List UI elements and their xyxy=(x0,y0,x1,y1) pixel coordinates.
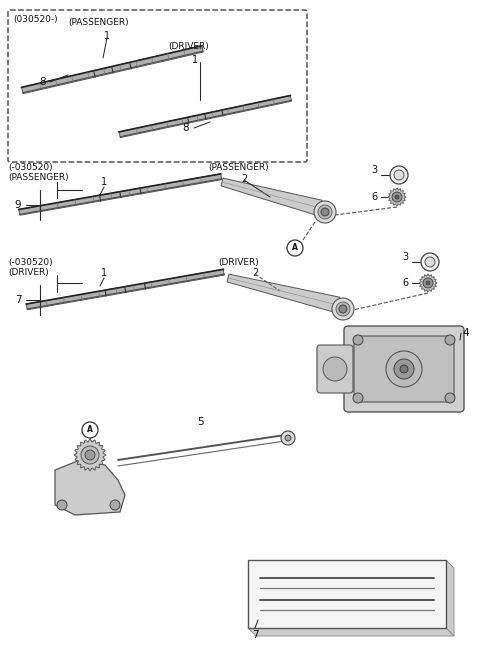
Text: 1: 1 xyxy=(192,55,198,65)
Circle shape xyxy=(421,253,439,271)
Text: 1: 1 xyxy=(101,177,107,187)
Circle shape xyxy=(332,298,354,320)
Circle shape xyxy=(400,365,408,373)
FancyBboxPatch shape xyxy=(317,345,353,393)
Polygon shape xyxy=(119,96,291,138)
Text: (030520-): (030520-) xyxy=(13,15,58,24)
Polygon shape xyxy=(19,174,222,215)
Circle shape xyxy=(318,205,332,219)
Circle shape xyxy=(336,302,350,316)
Circle shape xyxy=(81,446,99,464)
Text: 1: 1 xyxy=(104,31,110,41)
Text: A: A xyxy=(292,243,298,253)
Text: 9: 9 xyxy=(15,200,21,210)
Circle shape xyxy=(323,357,347,381)
Circle shape xyxy=(445,335,455,345)
FancyBboxPatch shape xyxy=(8,10,307,162)
Polygon shape xyxy=(446,560,454,636)
Polygon shape xyxy=(22,46,203,94)
Circle shape xyxy=(57,500,67,510)
Circle shape xyxy=(423,278,433,288)
Circle shape xyxy=(287,240,303,256)
Polygon shape xyxy=(26,270,224,310)
Circle shape xyxy=(395,195,399,199)
Polygon shape xyxy=(55,460,125,515)
Text: 1: 1 xyxy=(101,268,107,278)
Text: 2: 2 xyxy=(241,174,247,184)
Text: 4: 4 xyxy=(462,328,468,338)
Text: 6: 6 xyxy=(371,192,377,202)
Polygon shape xyxy=(227,274,340,313)
Circle shape xyxy=(339,305,347,313)
Text: (PASSENGER): (PASSENGER) xyxy=(8,173,69,182)
Text: (-030520): (-030520) xyxy=(8,163,53,172)
FancyBboxPatch shape xyxy=(354,336,454,402)
Circle shape xyxy=(386,351,422,387)
Text: (DRIVER): (DRIVER) xyxy=(168,42,209,51)
Circle shape xyxy=(285,435,291,441)
Circle shape xyxy=(353,335,363,345)
Text: 7: 7 xyxy=(252,630,258,640)
Circle shape xyxy=(281,431,295,445)
Text: (-030520): (-030520) xyxy=(8,258,53,267)
Text: (DRIVER): (DRIVER) xyxy=(8,268,49,277)
Text: 3: 3 xyxy=(371,165,377,175)
Circle shape xyxy=(425,257,435,267)
Text: (PASSENGER): (PASSENGER) xyxy=(208,163,269,172)
Polygon shape xyxy=(221,178,322,216)
Circle shape xyxy=(85,450,95,460)
Text: 6: 6 xyxy=(402,278,408,288)
Circle shape xyxy=(426,281,430,285)
Circle shape xyxy=(110,500,120,510)
Polygon shape xyxy=(419,274,437,292)
Text: 8: 8 xyxy=(183,123,189,133)
Circle shape xyxy=(445,393,455,403)
Text: 5: 5 xyxy=(197,417,204,427)
Polygon shape xyxy=(74,439,106,471)
Text: (DRIVER): (DRIVER) xyxy=(218,258,259,267)
Polygon shape xyxy=(248,628,454,636)
Text: 8: 8 xyxy=(40,77,46,87)
Text: (PASSENGER): (PASSENGER) xyxy=(68,18,129,27)
Text: 3: 3 xyxy=(402,252,408,262)
Circle shape xyxy=(82,422,98,438)
Circle shape xyxy=(390,166,408,184)
Circle shape xyxy=(321,208,329,216)
Bar xyxy=(248,560,446,628)
Circle shape xyxy=(314,201,336,223)
Circle shape xyxy=(353,393,363,403)
FancyBboxPatch shape xyxy=(344,326,464,412)
Circle shape xyxy=(394,170,404,180)
Text: A: A xyxy=(87,426,93,434)
Circle shape xyxy=(394,359,414,379)
Text: 2: 2 xyxy=(252,268,258,278)
Circle shape xyxy=(392,192,402,202)
Polygon shape xyxy=(388,188,406,206)
Text: 7: 7 xyxy=(15,295,21,305)
